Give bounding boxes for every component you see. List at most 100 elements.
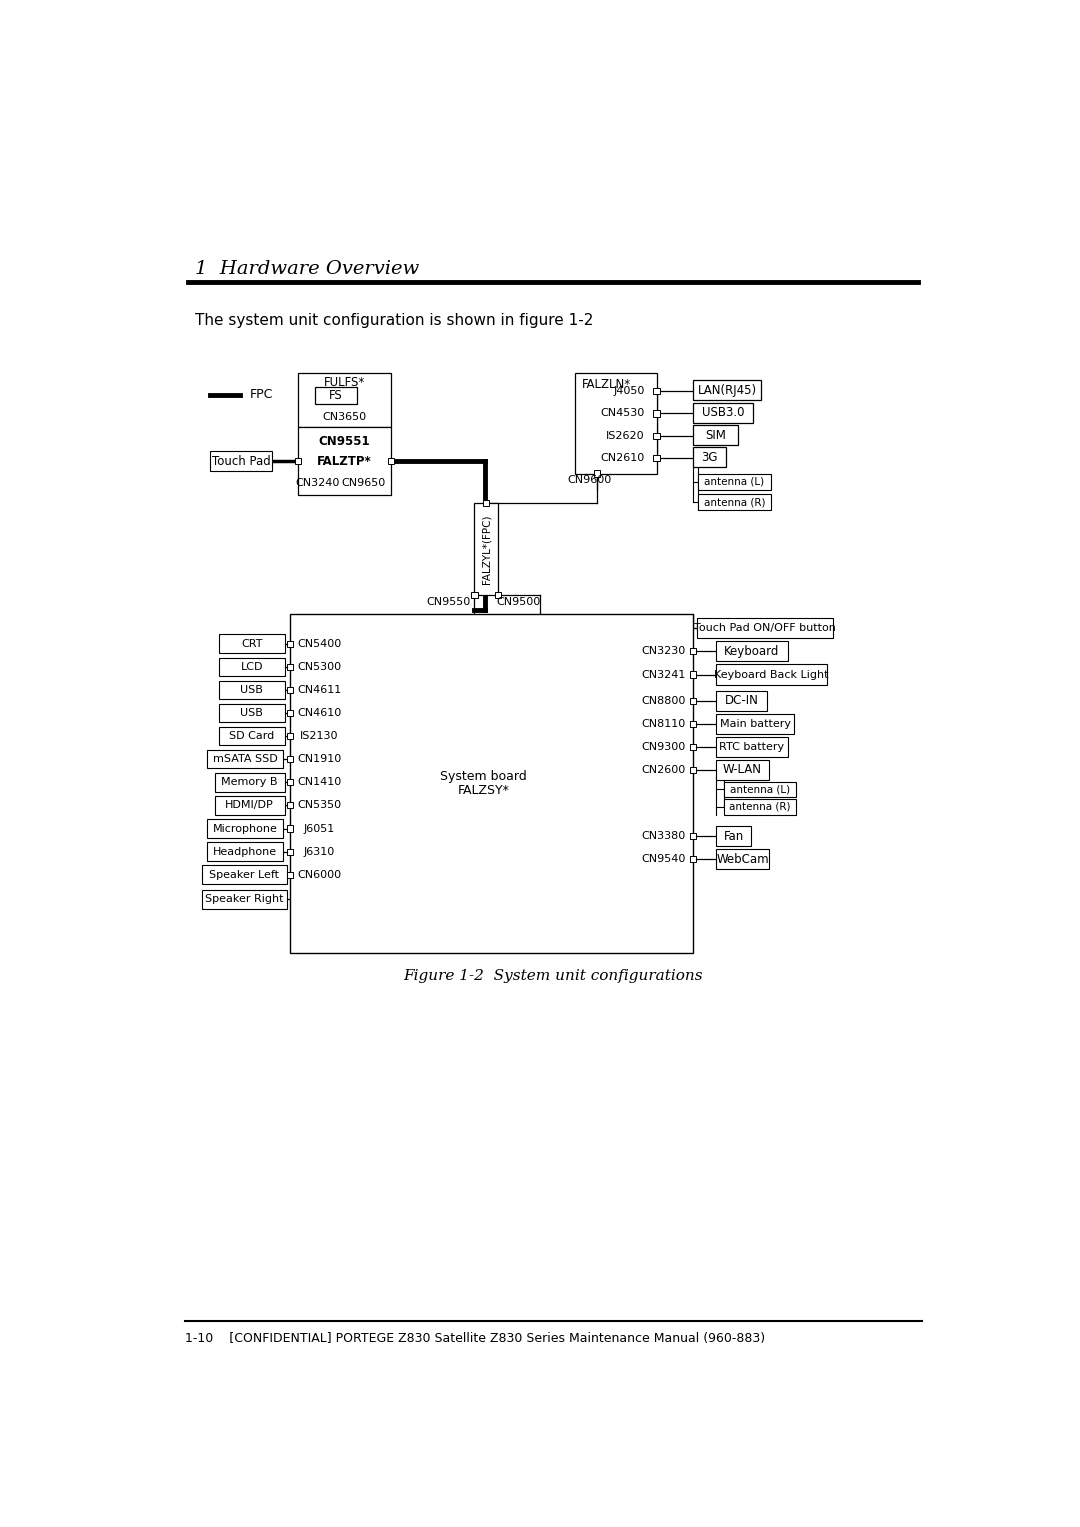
Text: LCD: LCD — [241, 661, 262, 672]
Text: IS2620: IS2620 — [606, 431, 645, 441]
Text: CN3230: CN3230 — [642, 646, 686, 657]
Text: FS: FS — [328, 389, 342, 402]
Text: Keyboard Back Light: Keyboard Back Light — [714, 669, 829, 680]
Text: Touch Pad: Touch Pad — [212, 455, 271, 467]
Text: Fan: Fan — [724, 829, 744, 843]
Bar — [287, 802, 293, 808]
Text: Main battery: Main battery — [719, 719, 791, 728]
Bar — [693, 447, 726, 467]
Bar — [287, 826, 293, 832]
Bar — [388, 458, 394, 464]
Text: The system unit configuration is shown in figure 1-2: The system unit configuration is shown i… — [195, 313, 594, 328]
Bar — [218, 727, 284, 745]
Bar — [207, 750, 283, 768]
Bar — [287, 687, 293, 693]
Bar — [298, 428, 391, 495]
Bar — [690, 834, 697, 840]
Text: CN5350: CN5350 — [297, 800, 341, 811]
Bar — [218, 681, 284, 699]
Bar — [724, 782, 796, 797]
Bar — [697, 618, 833, 638]
Bar — [653, 411, 660, 417]
Text: CN3240: CN3240 — [295, 478, 339, 487]
Text: CN9300: CN9300 — [642, 742, 686, 751]
Text: CN4530: CN4530 — [600, 408, 645, 418]
Bar — [495, 592, 501, 599]
Text: CN9650: CN9650 — [341, 478, 386, 487]
Bar — [218, 658, 284, 676]
Text: CN1910: CN1910 — [297, 754, 341, 764]
Text: System board: System board — [440, 770, 527, 783]
Bar — [716, 713, 794, 734]
Text: antenna (R): antenna (R) — [729, 802, 791, 812]
Text: RTC battery: RTC battery — [719, 742, 784, 751]
Bar — [218, 704, 284, 722]
Text: CN2600: CN2600 — [642, 765, 686, 776]
Text: CN2610: CN2610 — [600, 454, 645, 463]
Text: J6051: J6051 — [303, 823, 335, 834]
Text: SD Card: SD Card — [229, 731, 274, 741]
Text: Speaker Right: Speaker Right — [205, 895, 284, 904]
Text: Headphone: Headphone — [213, 846, 278, 857]
Bar — [287, 710, 293, 716]
Bar — [287, 779, 293, 785]
Text: J6310: J6310 — [303, 846, 335, 857]
Bar — [211, 450, 272, 472]
Text: 1  Hardware Overview: 1 Hardware Overview — [195, 261, 420, 278]
Text: DC-IN: DC-IN — [725, 695, 758, 707]
Text: Figure 1-2  System unit configurations: Figure 1-2 System unit configurations — [404, 970, 703, 983]
Text: SIM: SIM — [705, 429, 726, 441]
Bar — [215, 796, 284, 814]
Bar — [716, 826, 751, 846]
Text: USB: USB — [240, 686, 264, 695]
Bar — [690, 698, 697, 704]
Text: CN3650: CN3650 — [322, 412, 366, 423]
Text: LAN(RJ45): LAN(RJ45) — [698, 383, 757, 397]
Text: CN4610: CN4610 — [297, 709, 341, 718]
Bar — [287, 849, 293, 855]
Bar — [295, 458, 301, 464]
Text: W-LAN: W-LAN — [724, 764, 762, 777]
Text: CN6000: CN6000 — [297, 870, 341, 880]
Text: Keyboard: Keyboard — [725, 644, 780, 658]
Text: Speaker Left: Speaker Left — [210, 870, 280, 880]
Bar — [215, 773, 284, 791]
Bar — [576, 374, 657, 473]
Text: mSATA SSD: mSATA SSD — [213, 754, 278, 764]
Bar — [716, 690, 767, 710]
Bar — [690, 721, 697, 727]
Text: Touch Pad ON/OFF button: Touch Pad ON/OFF button — [693, 623, 836, 634]
Text: FALZYL*(FPC): FALZYL*(FPC) — [481, 515, 491, 583]
Text: Memory B: Memory B — [221, 777, 278, 788]
Text: WebCam: WebCam — [716, 852, 769, 866]
Text: CN3380: CN3380 — [642, 831, 686, 841]
Bar — [594, 470, 600, 476]
Text: CN3241: CN3241 — [642, 669, 686, 680]
Text: FALZLN*: FALZLN* — [582, 377, 631, 391]
Text: CN9540: CN9540 — [642, 854, 686, 864]
Bar — [698, 473, 771, 490]
Text: CN9551: CN9551 — [319, 435, 370, 447]
Text: 1-10    [CONFIDENTIAL] PORTEGE Z830 Satellite Z830 Series Maintenance Manual (96: 1-10 [CONFIDENTIAL] PORTEGE Z830 Satelli… — [186, 1332, 766, 1345]
Bar — [716, 738, 787, 757]
Text: FPC: FPC — [249, 388, 273, 402]
Text: CN9600: CN9600 — [567, 475, 611, 484]
Text: CN1410: CN1410 — [297, 777, 341, 788]
Bar — [341, 434, 348, 440]
Text: USB3.0: USB3.0 — [702, 406, 744, 420]
Text: USB: USB — [240, 709, 264, 718]
Bar — [716, 849, 769, 869]
Bar — [724, 799, 796, 814]
Bar — [202, 890, 287, 909]
Bar — [690, 857, 697, 863]
Bar — [287, 872, 293, 878]
Bar — [653, 455, 660, 461]
Bar — [653, 432, 660, 438]
Bar — [287, 641, 293, 647]
Bar — [207, 843, 283, 861]
Bar — [698, 493, 771, 510]
Bar — [690, 672, 697, 678]
Text: CRT: CRT — [241, 638, 262, 649]
Bar — [287, 756, 293, 762]
Bar — [693, 425, 738, 444]
